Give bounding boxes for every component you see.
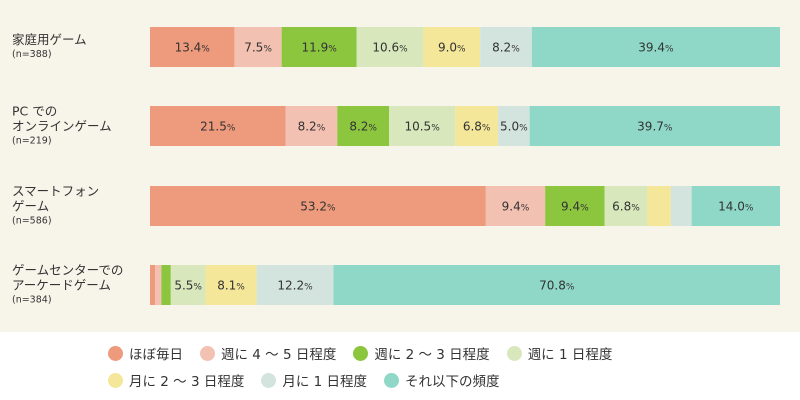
bar-segment (604, 186, 648, 226)
legend-label: ほぼ毎日 (129, 347, 183, 363)
data-label: 14.0% (718, 200, 754, 214)
bar-segment (647, 186, 671, 226)
bar-segment (205, 265, 257, 305)
data-label: 6.8% (612, 200, 640, 214)
legend-item: 週に 4 〜 5 日程度 (200, 343, 336, 363)
legend-label: 月に 1 日程度 (282, 374, 368, 390)
legend-label: 月に 2 〜 3 日程度 (129, 374, 245, 390)
data-label: 21.5% (200, 120, 236, 134)
bar-segment (498, 106, 530, 146)
bar-segment (480, 27, 532, 67)
legend-swatch (261, 372, 277, 388)
data-label: 9.4% (561, 200, 589, 214)
data-label: 8.1% (217, 279, 245, 293)
stacked-bar-chart: 家庭用ゲーム (n=388) 13.4% 7.5% 11.9% 10.6% 9.0% 8.2%… (12, 27, 780, 306)
legend-swatch (384, 372, 400, 388)
category-label: ゲーム (12, 199, 49, 214)
bar-segment (155, 265, 162, 305)
legend-swatch (108, 372, 123, 388)
bar-segment (150, 186, 486, 226)
data-label: 12.2% (277, 279, 313, 293)
category-sample-size: (n=586) (12, 216, 52, 227)
chart-plot-area: 家庭用ゲーム (n=388) 13.4% 7.5% 11.9% 10.6% 9.0% 8.2%… (12, 27, 780, 306)
data-label: 10.6% (372, 41, 408, 55)
bar-segment (691, 186, 780, 226)
data-label: 10.5% (404, 120, 440, 134)
bar-segment (389, 106, 456, 146)
data-label: 13.4% (175, 41, 211, 55)
category-sample-size: (n=219) (12, 136, 52, 147)
legend-label: それ以下の頻度 (405, 374, 500, 390)
legend-swatch (200, 345, 215, 361)
legend-label: 週に 1 日程度 (527, 347, 613, 363)
category-label: PC での (12, 104, 57, 119)
bar-segment (356, 27, 424, 67)
category-sample-size: (n=384) (12, 295, 52, 306)
legend-item: 月に 1 日程度 (261, 370, 367, 390)
bar-segment (670, 186, 692, 226)
legend-item: ほぼ毎日 (108, 343, 183, 363)
category-label: オンラインゲーム (12, 119, 112, 134)
data-label: 9.0% (438, 41, 466, 55)
bar-segment (150, 27, 235, 67)
bar-segment (333, 265, 780, 305)
data-label: 39.7% (637, 120, 673, 134)
data-label: 11.9% (302, 41, 338, 55)
bar-segment (423, 27, 481, 67)
bar-segment (161, 265, 171, 305)
bar-segment (150, 106, 286, 146)
bar-segment (529, 106, 780, 146)
data-label: 8.2% (349, 120, 377, 134)
data-label: 39.4% (638, 41, 674, 55)
legend-item: それ以下の頻度 (384, 370, 500, 390)
data-label: 70.8% (539, 279, 575, 293)
bar-segment (281, 27, 357, 67)
bar-segment (545, 186, 605, 226)
data-label: 8.2% (298, 120, 326, 134)
legend-swatch (506, 345, 522, 361)
bar-segment (455, 106, 499, 146)
category-sample-size: (n=388) (12, 49, 52, 60)
category-label: 家庭用ゲーム (12, 32, 87, 47)
data-label: 5.0% (500, 120, 528, 134)
legend-item: 週に 1 日程度 (506, 343, 613, 363)
chart-legend: ほぼ毎日 週に 4 〜 5 日程度 週に 2 〜 3 日程度 週に 1 日程度 月に … (0, 332, 800, 400)
category-label: スマートフォン (12, 184, 99, 199)
data-label: 8.2% (492, 41, 520, 55)
bar-segment (285, 106, 338, 146)
data-label: 6.8% (463, 120, 491, 134)
bar-segment (234, 27, 282, 67)
legend-swatch (353, 345, 369, 361)
bar-segment (485, 186, 546, 226)
bar-segment (150, 265, 156, 305)
bar-segment (531, 27, 780, 67)
category-label: ゲームセンターでの (12, 263, 123, 278)
legend-row-1: ほぼ毎日 週に 4 〜 5 日程度 週に 2 〜 3 日程度 週に 1 日程度 (108, 343, 629, 363)
legend-swatch (108, 345, 123, 361)
legend-item: 週に 2 〜 3 日程度 (353, 343, 490, 363)
data-label: 7.5% (244, 41, 272, 55)
bar-segment (170, 265, 206, 305)
legend-label: 週に 4 〜 5 日程度 (221, 347, 337, 363)
data-label: 53.2% (300, 200, 336, 214)
legend-label: 週に 2 〜 3 日程度 (374, 347, 490, 363)
data-label: 9.4% (502, 200, 530, 214)
data-label: 5.5% (174, 279, 202, 293)
legend-row-2: 月に 2 〜 3 日程度 月に 1 日程度 それ以下の頻度 (108, 370, 517, 390)
bar-segment (256, 265, 334, 305)
category-label: アーケードゲーム (12, 278, 111, 293)
bar-segment (337, 106, 390, 146)
legend-item: 月に 2 〜 3 日程度 (108, 370, 244, 390)
